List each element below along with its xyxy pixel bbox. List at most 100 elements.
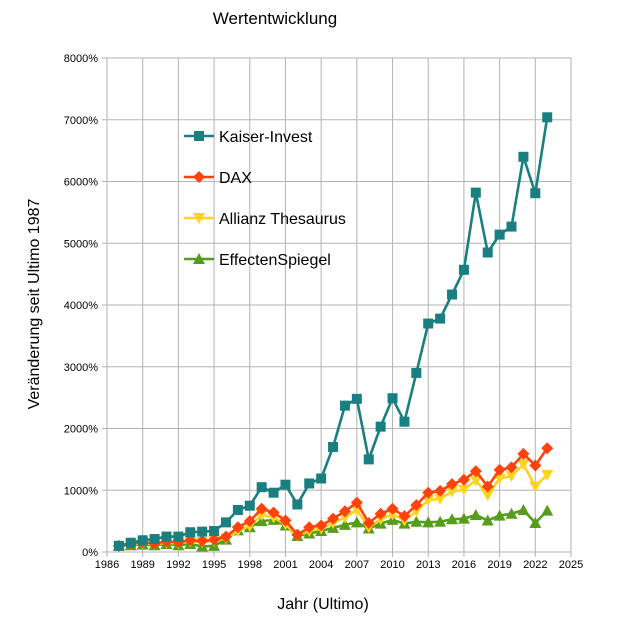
- data-point: [231, 521, 244, 534]
- data-point: [173, 531, 184, 542]
- data-point: [494, 229, 505, 240]
- y-axis-title: Veränderung seit Ultimo 1987: [26, 199, 43, 410]
- legend-item-2: Allianz Thesaurus: [184, 211, 346, 228]
- data-point: [137, 535, 148, 546]
- legend-marker: [194, 131, 204, 141]
- x-tick-label: 2004: [309, 559, 333, 571]
- series-1: [112, 442, 554, 552]
- data-point: [280, 479, 291, 490]
- data-point: [446, 478, 459, 491]
- data-point: [458, 264, 469, 275]
- data-point: [470, 187, 481, 198]
- data-point: [184, 534, 197, 547]
- series-layer: [112, 112, 554, 552]
- x-tick-label: 2025: [559, 559, 583, 571]
- legend: Kaiser-Invest DAX Allianz Thesaurus Effecte…: [184, 129, 346, 269]
- data-point: [517, 459, 530, 471]
- x-tick-label: 2019: [487, 559, 511, 571]
- x-axis-title: Jahr (Ultimo): [277, 596, 369, 613]
- x-tick-label: 1989: [130, 559, 154, 571]
- data-point: [255, 502, 268, 515]
- x-tick-label: 2010: [380, 559, 404, 571]
- data-point: [411, 367, 422, 378]
- data-point: [493, 509, 506, 521]
- data-point: [125, 537, 136, 548]
- data-point: [457, 512, 470, 524]
- data-point: [541, 504, 554, 516]
- data-point: [481, 480, 494, 493]
- data-point: [279, 514, 292, 527]
- data-point: [505, 507, 518, 519]
- x-tick-label: 2007: [345, 559, 369, 571]
- data-point: [422, 516, 435, 528]
- x-tick-label: 1986: [95, 559, 119, 571]
- data-point: [185, 527, 196, 538]
- data-point: [422, 486, 435, 499]
- data-point: [529, 459, 542, 472]
- data-point: [447, 289, 458, 300]
- data-point: [469, 475, 482, 487]
- data-point: [316, 473, 327, 484]
- legend-item-1: DAX: [184, 170, 252, 187]
- data-point: [469, 465, 482, 478]
- x-tick-label: 2022: [523, 559, 547, 571]
- data-point: [244, 500, 255, 511]
- data-point: [220, 517, 231, 528]
- data-point: [446, 486, 459, 498]
- data-point: [362, 516, 375, 529]
- data-point: [208, 533, 221, 546]
- data-point: [338, 505, 351, 518]
- data-point: [505, 471, 518, 483]
- data-point: [209, 526, 220, 537]
- data-point: [457, 484, 470, 496]
- data-point: [517, 504, 530, 516]
- data-point: [493, 463, 506, 476]
- y-tick-label: 4000%: [64, 300, 98, 312]
- x-tick-label: 2016: [452, 559, 476, 571]
- data-point: [267, 506, 280, 519]
- y-tick-label: 0%: [82, 547, 98, 559]
- data-point: [196, 534, 209, 547]
- data-point: [542, 112, 553, 123]
- y-tick-label: 7000%: [64, 115, 98, 127]
- data-point: [327, 512, 340, 525]
- data-point: [291, 528, 304, 541]
- data-point: [399, 416, 410, 427]
- data-point: [482, 247, 493, 258]
- y-tick-label: 6000%: [64, 177, 98, 189]
- data-point: [374, 507, 387, 520]
- data-point: [197, 526, 208, 537]
- data-point: [517, 447, 530, 460]
- data-point: [350, 496, 363, 509]
- legend-label: EffectenSpiegel: [219, 252, 331, 269]
- data-point: [422, 495, 435, 507]
- legend-marker: [193, 213, 205, 224]
- x-tick-label: 2001: [273, 559, 297, 571]
- legend-marker: [193, 253, 205, 264]
- data-point: [505, 461, 518, 474]
- data-point: [149, 534, 160, 545]
- legend-item-0: Kaiser-Invest: [184, 129, 313, 146]
- data-point: [481, 514, 494, 526]
- data-point: [529, 516, 542, 528]
- data-point: [434, 493, 447, 505]
- data-point: [328, 442, 339, 453]
- y-tick-label: 1000%: [64, 485, 98, 497]
- data-point: [518, 151, 529, 162]
- data-point: [113, 540, 124, 551]
- data-point: [435, 313, 446, 324]
- data-point: [338, 518, 351, 530]
- legend-label: Kaiser-Invest: [219, 129, 313, 146]
- data-point: [292, 499, 303, 510]
- x-tick-label: 1995: [202, 559, 226, 571]
- data-point: [446, 513, 459, 525]
- legend-label: Allianz Thesaurus: [219, 211, 346, 228]
- data-point: [434, 515, 447, 527]
- data-point: [219, 530, 232, 543]
- data-point: [457, 473, 470, 486]
- data-point: [434, 484, 447, 497]
- y-tick-label: 2000%: [64, 424, 98, 436]
- data-point: [232, 505, 243, 516]
- data-point: [363, 454, 374, 465]
